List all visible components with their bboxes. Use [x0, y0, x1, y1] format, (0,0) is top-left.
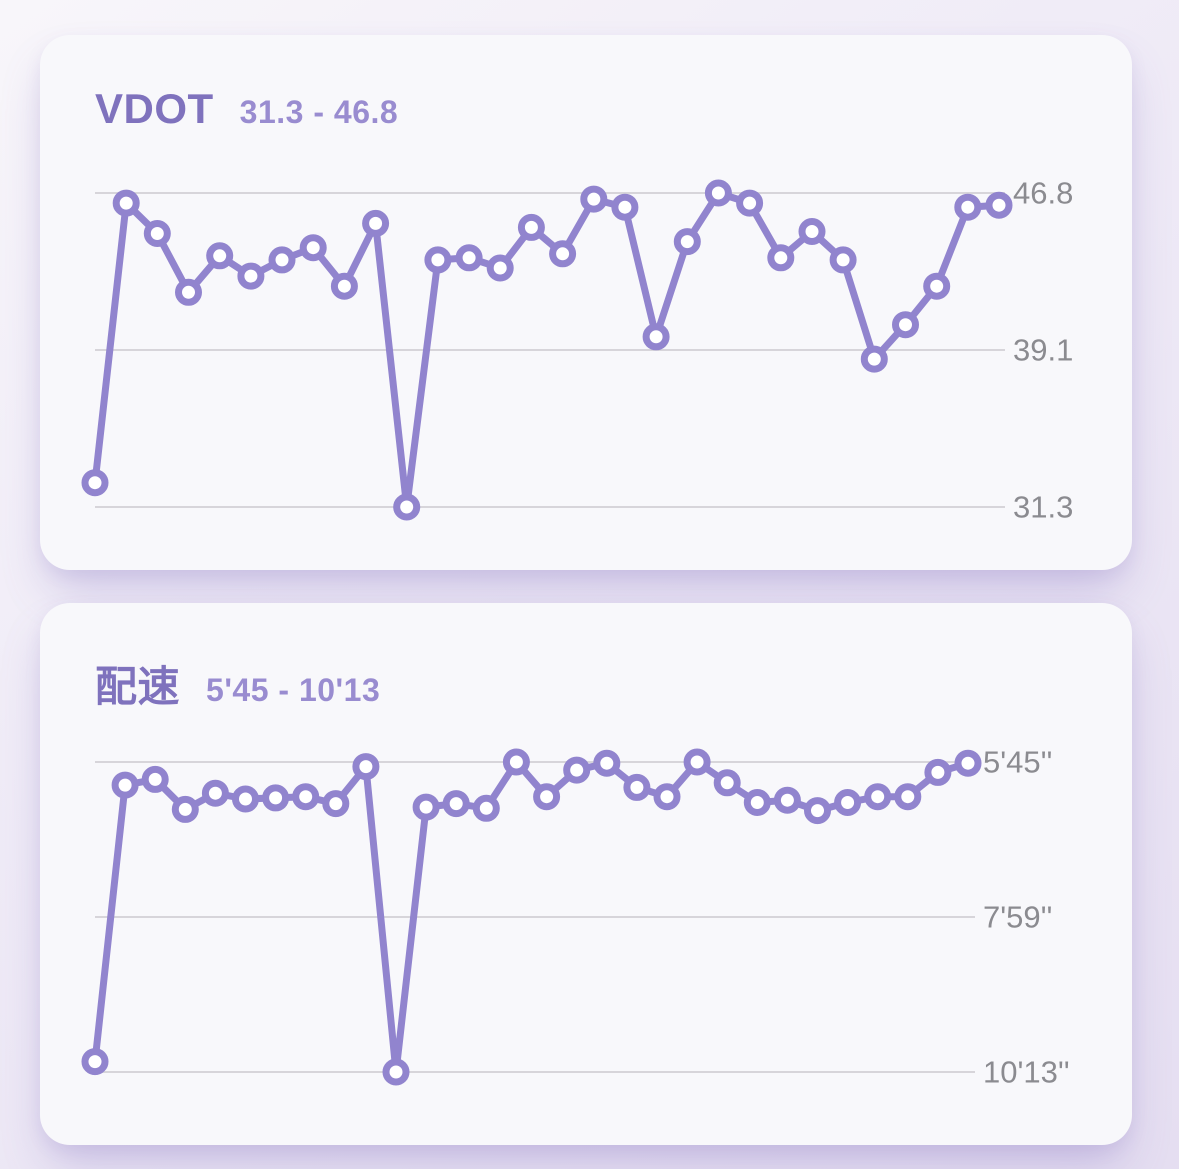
- vdot-range-label: 31.3 - 46.8: [239, 94, 399, 130]
- data-point: [330, 272, 358, 300]
- data-point: [804, 797, 831, 825]
- data-point: [593, 749, 621, 777]
- data-point: [653, 783, 681, 811]
- data-point: [829, 246, 857, 274]
- data-point: [954, 749, 982, 777]
- data-point: [112, 189, 140, 217]
- vdot-chart-card: VDOT 31.3 - 46.8 46.8 39.1 31.3: [40, 35, 1132, 570]
- data-point: [81, 469, 109, 497]
- data-point: [623, 773, 651, 801]
- data-point: [424, 246, 452, 274]
- data-point: [81, 1048, 109, 1076]
- pace-range-label: 5'45 - 10'13: [206, 672, 381, 708]
- data-point: [736, 189, 764, 217]
- data-point: [580, 185, 608, 213]
- data-point: [549, 240, 577, 268]
- data-point: [798, 218, 826, 245]
- data-point: [362, 209, 390, 237]
- pace-chart-card: 配速 5'45 - 10'13 5'45'' 7'59'' 10'13'': [40, 603, 1132, 1145]
- data-point: [141, 765, 169, 793]
- data-point: [299, 234, 327, 262]
- data-point: [954, 193, 982, 221]
- data-point: [517, 213, 545, 241]
- data-point: [642, 323, 670, 351]
- vdot-chart-title: VDOT: [95, 85, 214, 132]
- data-point: [171, 795, 199, 823]
- pace-chart-title: 配速: [95, 663, 181, 710]
- data-point: [683, 748, 711, 776]
- pace-chart-header: 配速 5'45 - 10'13: [95, 653, 380, 714]
- vdot-line-chart[interactable]: 46.8 39.1 31.3: [40, 35, 1132, 570]
- data-point: [563, 756, 591, 784]
- data-point: [767, 244, 795, 272]
- data-point: [892, 311, 919, 339]
- data-point: [864, 783, 892, 811]
- data-point: [262, 784, 290, 812]
- y-axis-tick-label: 46.8: [1013, 176, 1073, 211]
- data-point: [985, 191, 1013, 219]
- data-point: [382, 1058, 410, 1086]
- data-point: [472, 794, 500, 822]
- data-point: [924, 758, 952, 786]
- data-point: [894, 783, 922, 811]
- y-axis-tick-label: 7'59'': [983, 900, 1052, 935]
- data-point: [292, 783, 320, 811]
- data-point: [743, 789, 771, 816]
- data-point: [486, 254, 514, 282]
- pace-line-chart[interactable]: 5'45'' 7'59'' 10'13'': [40, 603, 1132, 1145]
- y-axis-tick-label: 10'13'': [983, 1055, 1070, 1090]
- data-point: [322, 790, 350, 818]
- data-point: [455, 244, 483, 272]
- data-point: [143, 220, 171, 247]
- y-axis-tick-label: 31.3: [1013, 490, 1073, 525]
- data-point: [713, 769, 741, 797]
- data-point: [201, 779, 229, 807]
- data-point: [393, 493, 421, 521]
- vdot-chart-header: VDOT 31.3 - 46.8: [95, 85, 398, 133]
- data-point: [673, 228, 701, 256]
- data-point: [206, 242, 234, 270]
- data-point: [923, 272, 951, 300]
- data-point: [268, 246, 296, 274]
- data-point: [232, 785, 259, 813]
- data-point: [704, 179, 732, 207]
- data-point: [412, 793, 440, 821]
- y-axis-tick-label: 5'45'': [983, 745, 1052, 780]
- data-point: [237, 262, 265, 290]
- data-point: [773, 786, 801, 814]
- data-point: [611, 193, 639, 221]
- data-point: [175, 278, 202, 306]
- data-point: [442, 790, 470, 818]
- data-point: [111, 771, 139, 799]
- data-point: [533, 783, 561, 811]
- data-point: [860, 345, 888, 373]
- data-point: [352, 753, 380, 781]
- y-axis-tick-label: 39.1: [1013, 333, 1073, 368]
- data-point: [502, 748, 530, 776]
- data-point: [834, 789, 862, 816]
